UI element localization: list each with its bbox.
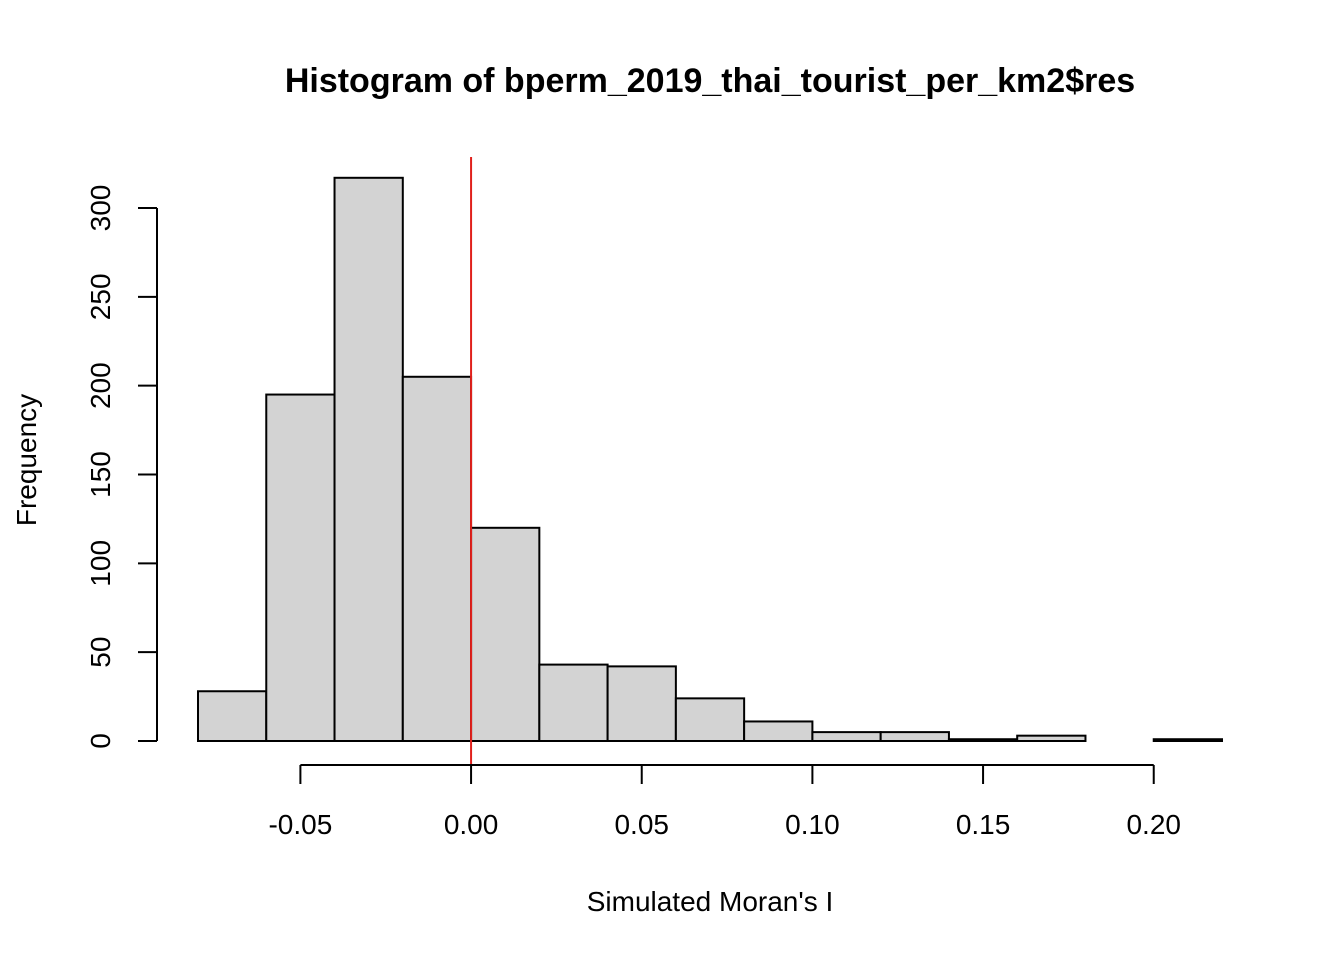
y-tick-label-6: 300 [85, 185, 116, 232]
histogram-bar-10 [879, 731, 950, 742]
histogram-bar-1 [265, 393, 336, 742]
histogram-bar-11 [947, 738, 1019, 742]
chart-title: Histogram of bperm_2019_thai_tourist_per… [285, 62, 1135, 100]
x-tick-label-3: 0.10 [785, 809, 840, 840]
y-tick-label-4: 200 [85, 362, 116, 409]
x-tick-label-4: 0.15 [956, 809, 1011, 840]
histogram-bar-3 [401, 375, 473, 742]
x-axis: -0.05 0.00 0.05 0.10 0.15 0.20 [268, 764, 1181, 840]
histogram-bar-12 [1016, 734, 1087, 742]
histogram-bar-0 [197, 690, 268, 742]
histogram-bar-8 [743, 720, 814, 743]
y-tick-label-1: 50 [85, 637, 116, 668]
x-tick-label-5: 0.20 [1126, 809, 1181, 840]
histogram-bar-6 [606, 665, 677, 743]
histogram-bar-4 [470, 526, 541, 742]
x-tick-label-1: 0.00 [444, 809, 499, 840]
y-tick-label-0: 0 [85, 733, 116, 749]
histogram-bar-2 [333, 176, 404, 743]
y-tick-label-5: 250 [85, 273, 116, 320]
x-tick-label-0: -0.05 [268, 809, 332, 840]
histogram-bar-9 [811, 731, 882, 742]
y-tick-label-3: 150 [85, 451, 116, 498]
histogram-bar-5 [538, 663, 609, 742]
histogram-bar-7 [674, 697, 746, 742]
x-tick-label-2: 0.05 [614, 809, 669, 840]
histogram-bar-14 [1152, 738, 1223, 742]
y-axis: 0 50 100 150 200 250 300 [85, 185, 158, 749]
histogram-bars [197, 176, 1223, 743]
x-axis-label: Simulated Moran's I [587, 886, 834, 917]
y-tick-label-2: 100 [85, 540, 116, 587]
y-axis-label: Frequency [11, 394, 42, 526]
